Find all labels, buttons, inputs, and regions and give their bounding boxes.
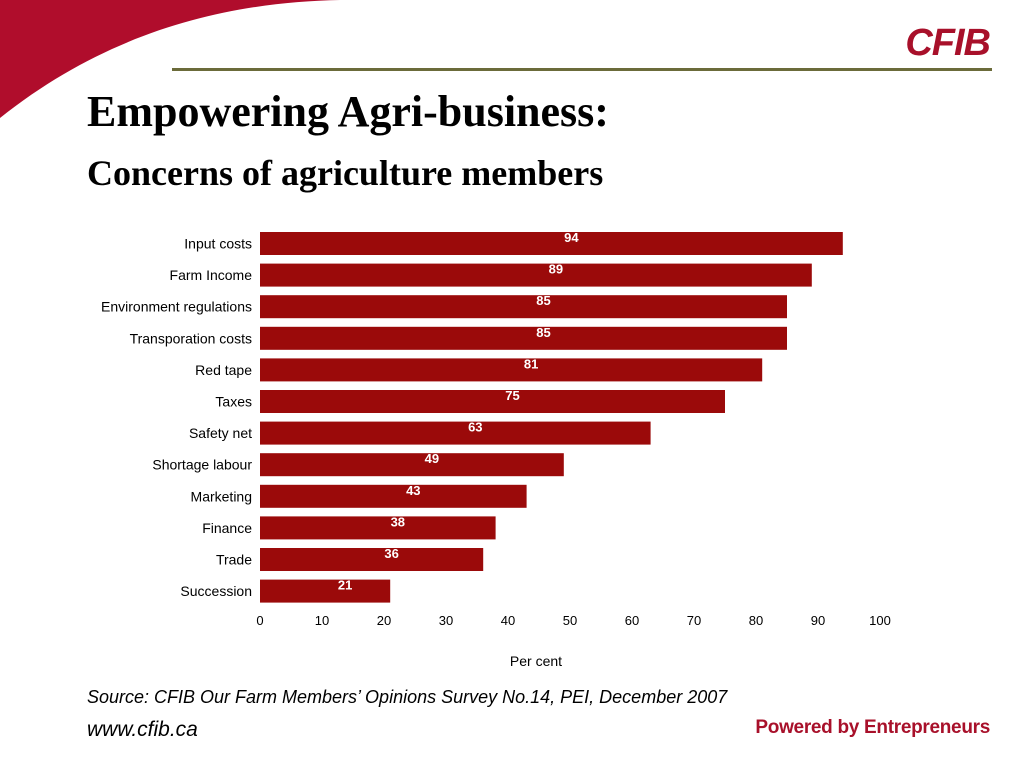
- data-label: 81: [524, 356, 538, 371]
- category-label: Farm Income: [170, 267, 253, 283]
- category-label: Input costs: [184, 236, 252, 252]
- x-tick-label: 40: [501, 613, 515, 628]
- data-label: 49: [425, 451, 439, 466]
- x-tick-label: 100: [869, 613, 891, 628]
- x-tick-label: 90: [811, 613, 825, 628]
- cfib-logo: CFIB: [905, 22, 991, 64]
- bar: [260, 548, 484, 571]
- category-label: Marketing: [191, 488, 252, 504]
- x-tick-label: 0: [256, 613, 263, 628]
- data-label: 85: [536, 293, 550, 308]
- x-tick-label: 10: [315, 613, 329, 628]
- data-label: 43: [406, 483, 420, 498]
- category-label: Succession: [180, 583, 252, 599]
- category-label: Red tape: [195, 362, 252, 378]
- bar: [260, 232, 843, 255]
- category-label: Finance: [202, 520, 252, 536]
- x-tick-label: 80: [749, 613, 763, 628]
- bar: [260, 263, 812, 287]
- bar: [260, 453, 564, 477]
- data-label: 94: [564, 230, 579, 245]
- bar: [260, 484, 527, 508]
- bar: [260, 421, 651, 445]
- data-label: 63: [468, 420, 482, 435]
- bar: [260, 516, 496, 540]
- category-label: Shortage labour: [152, 457, 252, 473]
- data-label: 89: [549, 262, 563, 277]
- category-label: Environment regulations: [101, 299, 252, 315]
- source-note: Source: CFIB Our Farm Members’ Opinions …: [87, 687, 728, 707]
- data-label: 21: [338, 578, 352, 593]
- bar-chart: Input costs Farm Income Environment regula…: [101, 230, 891, 669]
- category-label: Taxes: [215, 394, 252, 410]
- page-subtitle: Concerns of agriculture members: [87, 153, 604, 193]
- x-tick-label: 50: [563, 613, 577, 628]
- bar: [260, 390, 725, 413]
- x-tick-label: 30: [439, 613, 453, 628]
- data-label: 36: [384, 546, 398, 561]
- bar: [260, 579, 391, 603]
- category-label: Transporation costs: [130, 330, 252, 346]
- header-divider: [172, 68, 992, 71]
- category-label: Trade: [216, 552, 252, 568]
- x-axis-label: Per cent: [510, 653, 562, 669]
- tagline: Powered by Entrepreneurs: [755, 717, 990, 738]
- x-tick-label: 70: [687, 613, 701, 628]
- x-tick-label: 20: [377, 613, 391, 628]
- bar: [260, 358, 763, 382]
- corner-swoosh: [0, 0, 340, 118]
- website-link[interactable]: www.cfib.ca: [87, 718, 198, 741]
- x-tick-label: 60: [625, 613, 639, 628]
- bar: [260, 295, 787, 319]
- page-title: Empowering Agri-business:: [87, 87, 609, 136]
- data-label: 75: [505, 388, 519, 403]
- bar: [260, 326, 787, 350]
- data-label: 38: [391, 514, 405, 529]
- data-label: 85: [536, 325, 550, 340]
- category-label: Safety net: [189, 425, 252, 441]
